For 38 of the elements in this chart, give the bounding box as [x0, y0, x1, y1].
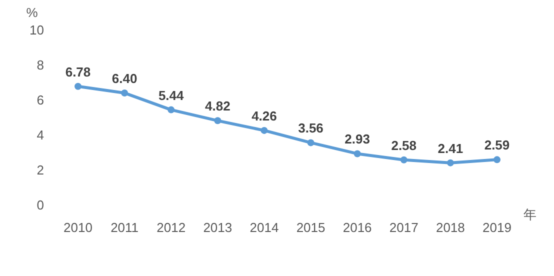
y-tick-label: 8 [36, 58, 44, 73]
y-axis-title: % [26, 5, 38, 20]
text: 2.41 [438, 140, 464, 156]
text: 4.82 [205, 98, 230, 114]
point [307, 139, 314, 146]
point [494, 156, 500, 164]
x-tick-label: 2010 [64, 220, 92, 235]
x-tick-label: 2012 [156, 220, 186, 235]
y-tick-label: 2 [36, 162, 44, 178]
text: 2.59 [484, 138, 510, 153]
x-tick-label: 2014 [250, 220, 279, 235]
point [446, 159, 454, 166]
point [400, 156, 408, 164]
text: 2.93 [344, 132, 370, 147]
x-tick-label: 2013 [203, 220, 232, 235]
point [74, 82, 82, 90]
x-tick-label: 2011 [110, 220, 139, 235]
point [214, 117, 222, 124]
x-tick-label: 2019 [482, 220, 512, 235]
x-tick-label: 2018 [436, 220, 465, 235]
text: 6.40 [112, 71, 138, 86]
text: 3.56 [298, 120, 324, 136]
point [121, 90, 128, 96]
y-tick-label: 4 [36, 128, 44, 143]
text: 2.58 [391, 138, 417, 153]
y-tick-label: 0 [36, 198, 44, 213]
x-tick-label: 2017 [389, 220, 418, 235]
y-tick-label: 10 [30, 22, 44, 38]
x-axis-title: 年 [524, 207, 536, 222]
point [354, 150, 361, 158]
x-tick-label: 2015 [296, 220, 326, 235]
text: 4.26 [252, 108, 277, 124]
y-tick-label: 6 [36, 92, 44, 108]
point [168, 106, 175, 114]
text: 5.44 [158, 88, 184, 103]
text: 6.78 [65, 64, 91, 80]
x-tick-label: 2016 [342, 220, 372, 235]
point [260, 126, 268, 134]
